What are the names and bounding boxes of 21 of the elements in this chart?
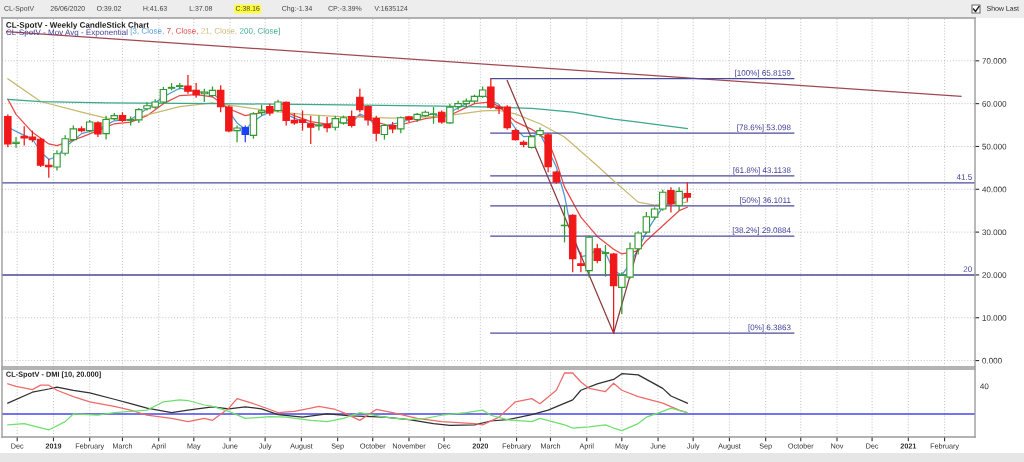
text: 200, Close] <box>239 27 280 36</box>
annotation: [61.8%] 43.1138 <box>733 167 791 175</box>
annotation: [78.6%] 53.098 <box>737 124 791 132</box>
annotation: 41.5 <box>956 174 972 180</box>
y-tick-label: 0.000 <box>982 357 1002 364</box>
annotation: 20 <box>963 266 972 272</box>
text: 21, Close, <box>201 27 237 35</box>
y-tick-label: 50.000 <box>982 143 1007 150</box>
y-tick-label: 40.000 <box>982 186 1007 193</box>
annotation: [50%] 36.1011 <box>740 197 791 205</box>
annotation: [0%] 6.3863 <box>748 324 791 332</box>
annotation: [38.2%] 29.0884 <box>732 227 791 235</box>
y-tick-label: 30.000 <box>982 229 1007 236</box>
y-tick-label: 60.000 <box>982 100 1007 107</box>
text: 7, Close, <box>167 27 198 35</box>
text: [3, Close, <box>130 27 164 36</box>
y-tick-label: 10.000 <box>982 315 1007 321</box>
annotation: [100%] 65.8159 <box>735 69 791 78</box>
y-tick-label: 20.000 <box>982 272 1007 278</box>
y-tick-label: 70.000 <box>982 58 1007 64</box>
text: 40 <box>980 383 989 390</box>
